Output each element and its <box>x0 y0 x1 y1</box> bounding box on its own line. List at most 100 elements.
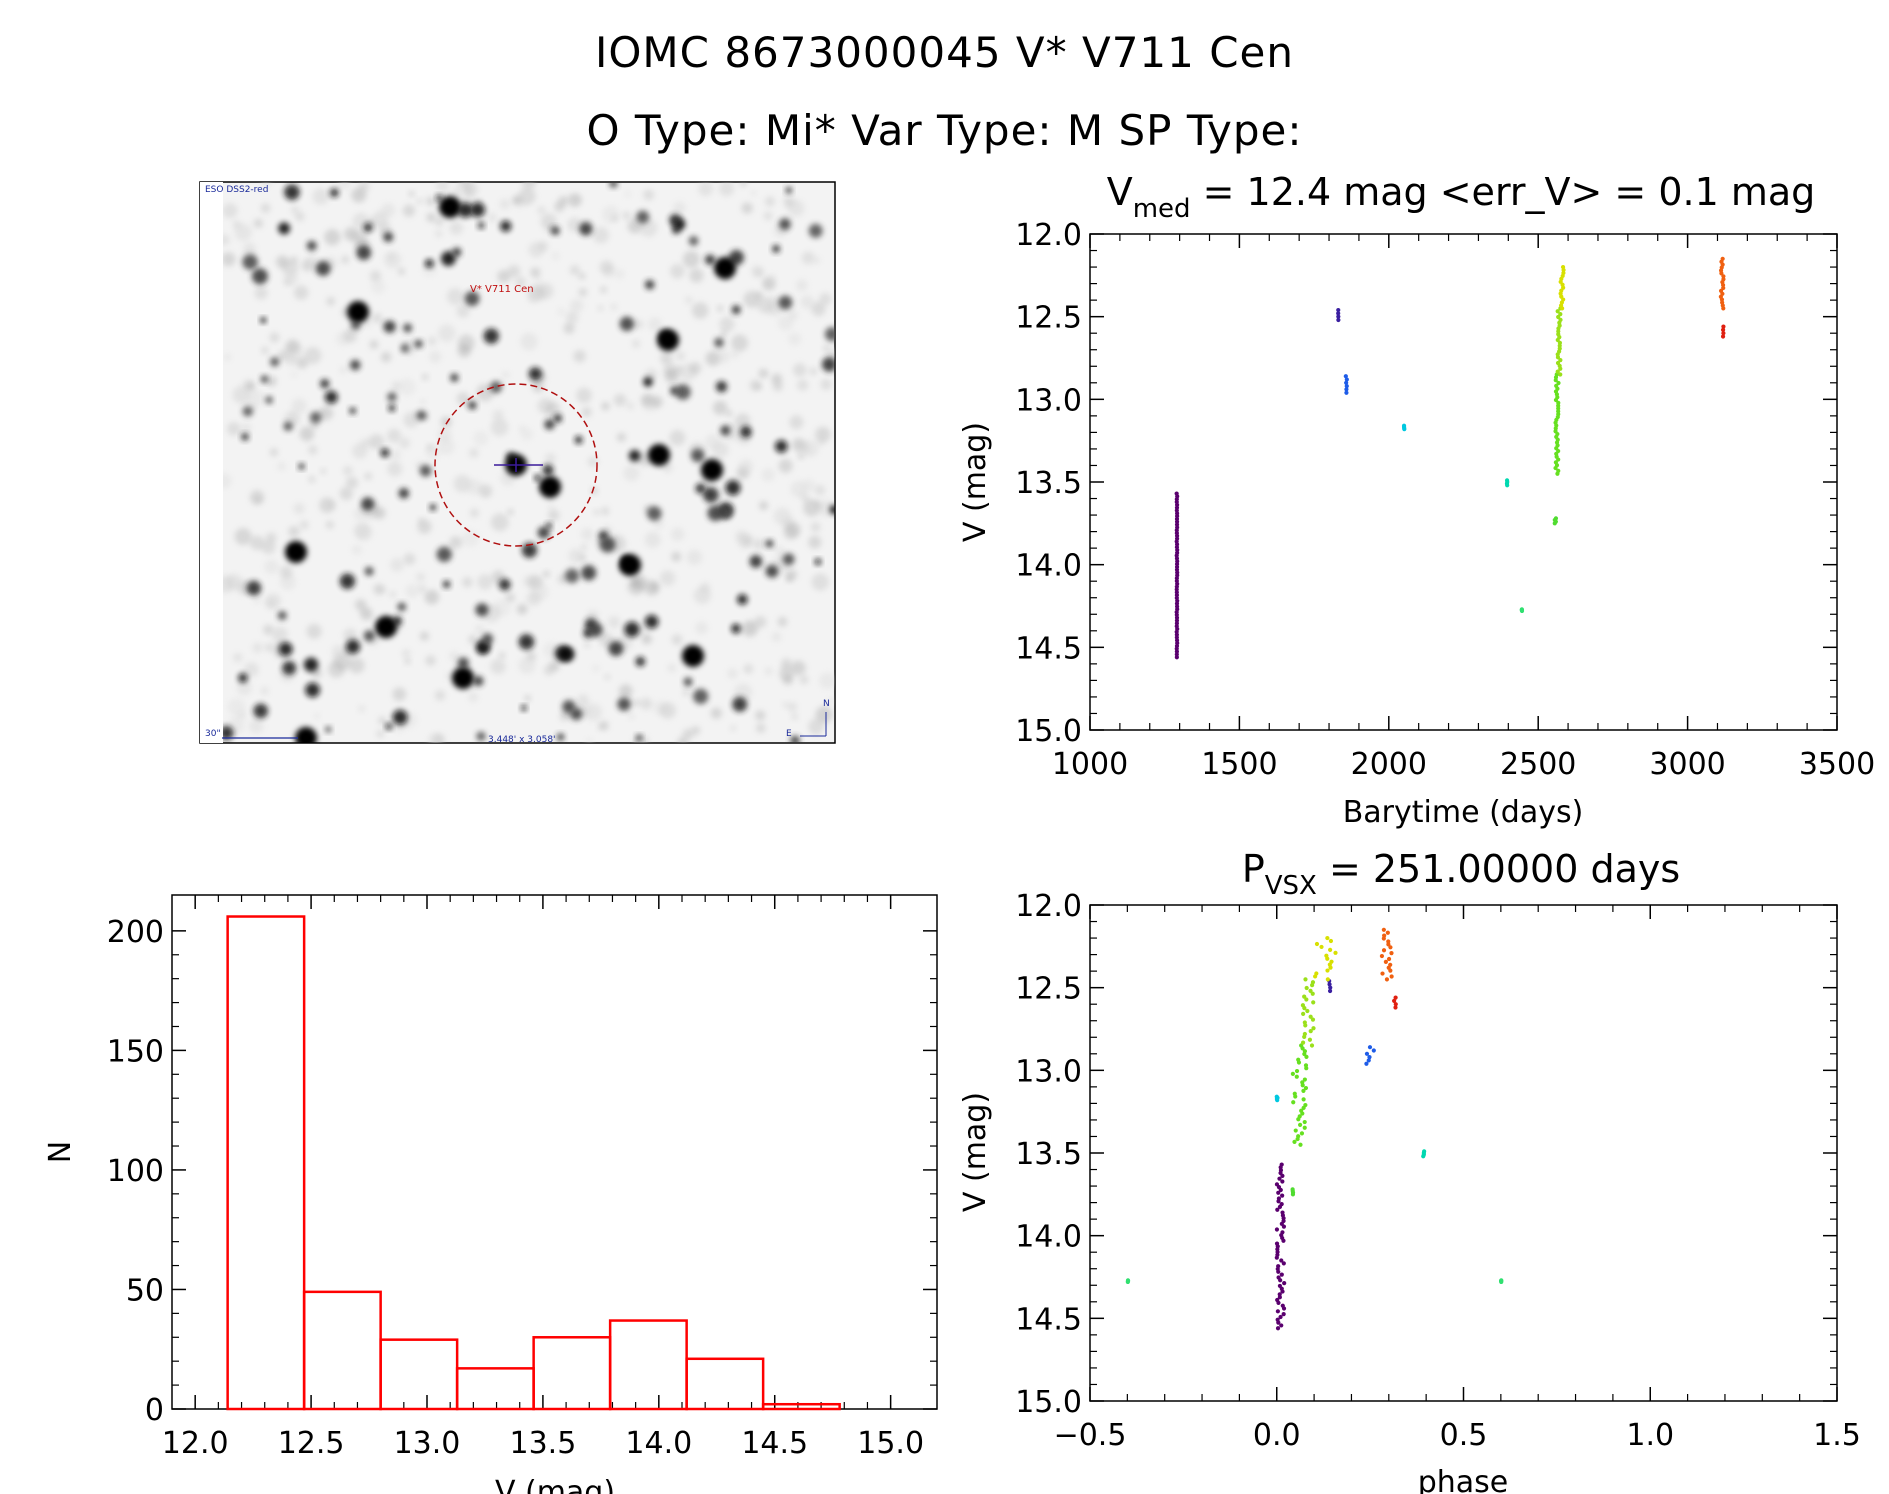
finder-noise <box>437 427 452 443</box>
finder-noise <box>618 684 633 699</box>
finder-noise <box>797 453 805 460</box>
finder-noise <box>616 432 627 443</box>
finder-noise <box>777 616 788 627</box>
phased-point <box>1302 1006 1307 1011</box>
finder-noise <box>810 521 821 533</box>
finder-noise <box>320 468 327 475</box>
finder-noise <box>795 279 808 292</box>
finder-noise <box>306 623 322 639</box>
finder-noise <box>554 201 565 212</box>
finder-noise <box>296 357 308 369</box>
compass-icon: N E <box>786 699 830 739</box>
lightcurve-point <box>1336 307 1341 313</box>
finder-star <box>269 357 280 367</box>
finder-noise <box>633 699 641 707</box>
phased-point <box>1275 1097 1280 1103</box>
finder-noise <box>689 362 702 375</box>
finder-noise <box>739 182 748 188</box>
finder-star <box>490 381 502 393</box>
phased-point <box>1300 1111 1305 1116</box>
finder-star <box>731 623 741 634</box>
chart-subtitle: O Type: Mi* Var Type: M SP Type: <box>586 106 1303 155</box>
finder-star <box>260 375 269 383</box>
phased-point <box>1282 1281 1287 1286</box>
finder-star <box>715 380 728 393</box>
histogram-xtick-label: 12.0 <box>162 1426 229 1461</box>
finder-noise <box>243 662 259 678</box>
finder-noise <box>627 578 645 595</box>
phased-point <box>1276 1269 1281 1274</box>
finder-noise <box>761 468 775 482</box>
survey-label: ESO DSS2-red <box>205 185 268 195</box>
finder-star <box>298 463 305 470</box>
finder-noise <box>787 702 798 712</box>
finder-noise <box>764 667 773 676</box>
finder-noise <box>344 227 358 241</box>
finder-noise <box>638 626 648 636</box>
finder-star <box>470 202 486 218</box>
finder-star <box>416 410 427 421</box>
finder-noise <box>527 294 537 304</box>
finder-star <box>537 526 550 539</box>
finder-noise <box>261 540 276 555</box>
finder-star <box>305 682 320 698</box>
finder-noise <box>499 198 511 210</box>
finder-noise <box>373 583 385 595</box>
finder-bright-star <box>295 727 317 743</box>
finder-star <box>403 323 413 333</box>
phased-point <box>1125 1279 1130 1285</box>
finder-noise <box>755 268 764 278</box>
finder-noise <box>660 352 673 365</box>
finder-noise <box>643 189 655 201</box>
finder-star <box>647 506 662 521</box>
phased-point <box>1292 1139 1297 1144</box>
phased-point <box>1290 1071 1295 1076</box>
finder-noise <box>389 591 397 598</box>
phased-point <box>1325 956 1330 961</box>
finder-noise <box>535 276 543 284</box>
finder-noise <box>279 565 293 579</box>
finder-star <box>551 226 560 236</box>
finder-noise <box>547 509 560 522</box>
phased-point <box>1319 944 1324 950</box>
phased-point <box>1276 1190 1281 1195</box>
lightcurve-point <box>1721 285 1726 291</box>
phased-point <box>1278 1278 1283 1283</box>
finder-noise <box>271 626 288 643</box>
finder-star <box>387 392 397 402</box>
finder-noise <box>569 265 581 276</box>
finder-noise <box>490 658 506 675</box>
finder-star <box>669 214 681 226</box>
histogram-bars <box>226 915 841 1411</box>
finder-noise <box>633 319 644 329</box>
finder-noise <box>700 582 711 593</box>
finder-noise <box>445 672 453 680</box>
finder-noise <box>377 716 387 726</box>
finder-noise <box>293 502 305 515</box>
finder-noise <box>599 260 614 275</box>
finder-noise <box>402 204 416 217</box>
lightcurve-point <box>1553 397 1559 403</box>
phased-point <box>1281 1306 1287 1311</box>
phased-ytick-label: 13.0 <box>1015 1054 1082 1089</box>
phased-point <box>1276 1320 1281 1325</box>
finder-noise <box>591 664 600 673</box>
histogram-frame <box>171 894 938 1410</box>
finder-noise <box>405 584 420 599</box>
finder-noise <box>435 229 443 238</box>
finder-noise <box>457 344 471 358</box>
phased-ytick-label: 13.5 <box>1015 1137 1082 1172</box>
finder-noise <box>249 490 265 505</box>
finder-noise <box>749 379 761 392</box>
finder-noise <box>789 415 804 430</box>
finder-bright-star <box>452 667 474 689</box>
lightcurve-axes: 1000 1500 2000 2500 3000 3500 12.0 12.5 13.0 13.5… <box>1015 218 1875 782</box>
phased-xtick-label: 1.5 <box>1813 1418 1861 1453</box>
finder-star <box>364 566 374 576</box>
finder-noise <box>587 456 599 468</box>
finder-noise <box>741 202 753 214</box>
finder-star <box>779 218 791 231</box>
finder-star <box>325 726 332 733</box>
phased-point <box>1281 1224 1287 1229</box>
finder-star <box>774 440 788 453</box>
